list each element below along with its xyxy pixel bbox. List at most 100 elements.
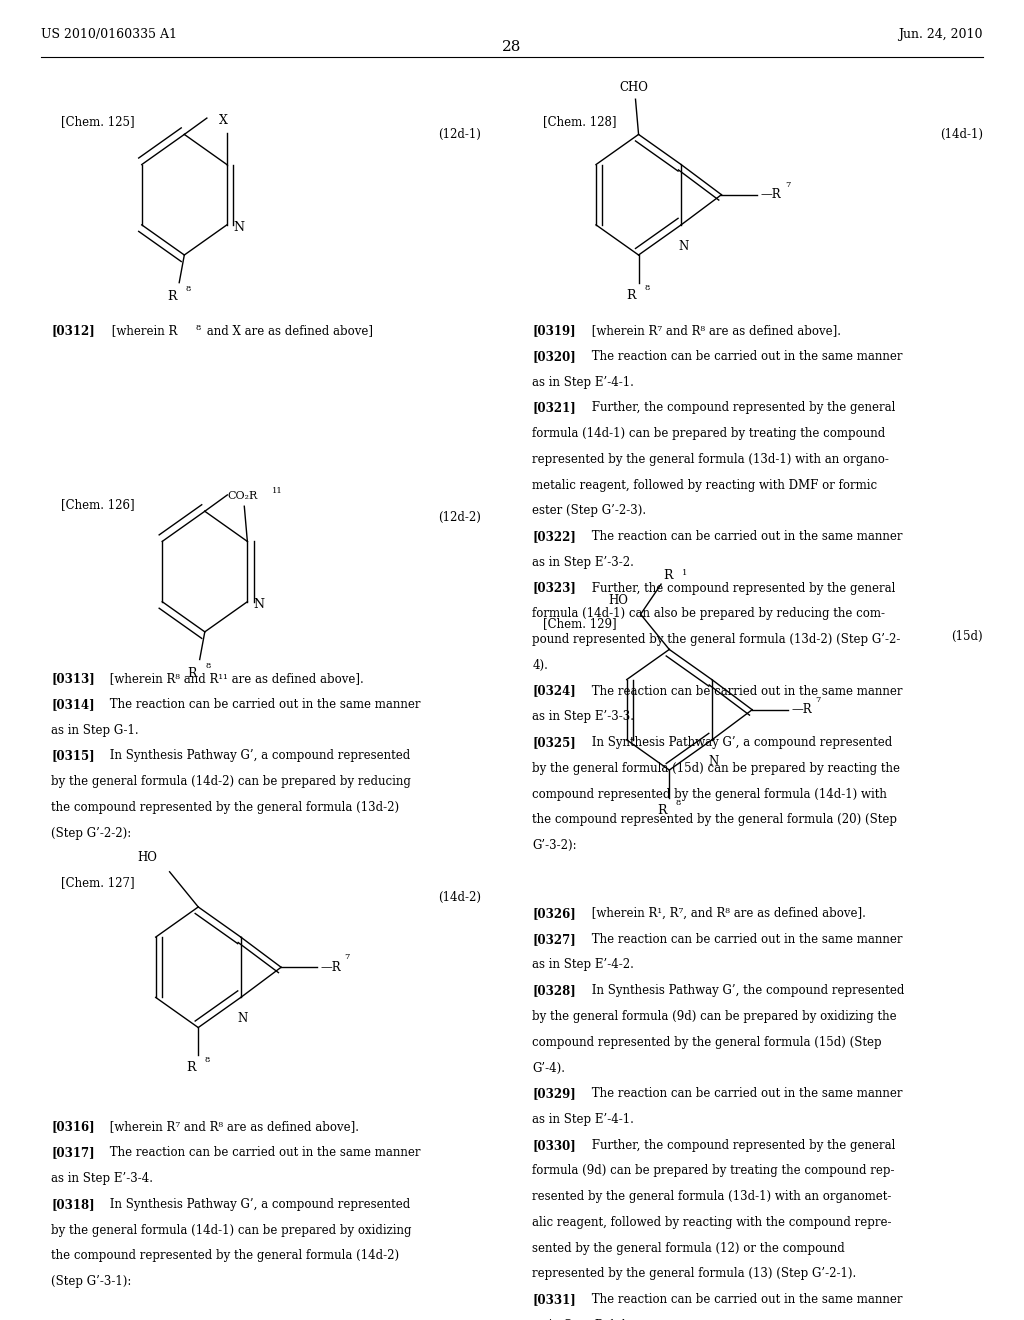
Text: [0322]: [0322] bbox=[532, 531, 577, 543]
Text: 8: 8 bbox=[185, 285, 190, 293]
Text: [0321]: [0321] bbox=[532, 401, 577, 414]
Text: [0319]: [0319] bbox=[532, 325, 577, 337]
Text: US 2010/0160335 A1: US 2010/0160335 A1 bbox=[41, 28, 177, 41]
Text: The reaction can be carried out in the same manner: The reaction can be carried out in the s… bbox=[588, 350, 902, 363]
Text: compound represented by the general formula (14d-1) with: compound represented by the general form… bbox=[532, 788, 888, 801]
Text: R: R bbox=[657, 804, 667, 817]
Text: and X are as defined above]: and X are as defined above] bbox=[203, 325, 373, 337]
Text: Further, the compound represented by the general: Further, the compound represented by the… bbox=[588, 582, 895, 594]
Text: G’-4).: G’-4). bbox=[532, 1061, 565, 1074]
Text: The reaction can be carried out in the same manner: The reaction can be carried out in the s… bbox=[588, 531, 902, 543]
Text: [wherein R: [wherein R bbox=[108, 325, 177, 337]
Text: [0312]: [0312] bbox=[51, 325, 95, 337]
Text: as in Step E’-3-4.: as in Step E’-3-4. bbox=[51, 1172, 154, 1185]
Text: CHO: CHO bbox=[620, 82, 648, 94]
Text: as in Step E’-3-3.: as in Step E’-3-3. bbox=[532, 710, 635, 723]
Text: [0326]: [0326] bbox=[532, 907, 577, 920]
Text: [0331]: [0331] bbox=[532, 1294, 577, 1307]
Text: —R: —R bbox=[761, 189, 781, 201]
Text: formula (14d-1) can be prepared by treating the compound: formula (14d-1) can be prepared by treat… bbox=[532, 428, 886, 440]
Text: [0329]: [0329] bbox=[532, 1088, 577, 1101]
Text: (15d): (15d) bbox=[951, 630, 983, 643]
Text: [wherein R⁸ and R¹¹ are as defined above].: [wherein R⁸ and R¹¹ are as defined above… bbox=[106, 672, 365, 685]
Text: [0330]: [0330] bbox=[532, 1139, 577, 1152]
Text: the compound represented by the general formula (20) (Step: the compound represented by the general … bbox=[532, 813, 897, 826]
Text: The reaction can be carried out in the same manner: The reaction can be carried out in the s… bbox=[588, 933, 902, 945]
Text: [wherein R⁷ and R⁸ are as defined above].: [wherein R⁷ and R⁸ are as defined above]… bbox=[588, 325, 841, 337]
Text: (14d-1): (14d-1) bbox=[940, 128, 983, 141]
Text: 8: 8 bbox=[676, 799, 681, 807]
Text: 8: 8 bbox=[206, 663, 211, 671]
Text: N: N bbox=[254, 598, 264, 611]
Text: Further, the compound represented by the general: Further, the compound represented by the… bbox=[588, 1139, 895, 1152]
Text: alic reagent, followed by reacting with the compound repre-: alic reagent, followed by reacting with … bbox=[532, 1216, 892, 1229]
Text: 8: 8 bbox=[645, 284, 650, 292]
Text: —R: —R bbox=[321, 961, 341, 974]
Text: 7: 7 bbox=[345, 953, 350, 961]
Text: [Chem. 125]: [Chem. 125] bbox=[61, 115, 135, 128]
Text: In Synthesis Pathway G’, the compound represented: In Synthesis Pathway G’, the compound re… bbox=[588, 985, 904, 997]
Text: Jun. 24, 2010: Jun. 24, 2010 bbox=[898, 28, 983, 41]
Text: as in Step E’-4-2.: as in Step E’-4-2. bbox=[532, 958, 634, 972]
Text: [Chem. 127]: [Chem. 127] bbox=[61, 876, 135, 890]
Text: [0314]: [0314] bbox=[51, 698, 95, 710]
Text: resented by the general formula (13d-1) with an organomet-: resented by the general formula (13d-1) … bbox=[532, 1191, 892, 1204]
Text: [0323]: [0323] bbox=[532, 582, 577, 594]
Text: (12d-1): (12d-1) bbox=[438, 128, 481, 141]
Text: formula (14d-1) can also be prepared by reducing the com-: formula (14d-1) can also be prepared by … bbox=[532, 607, 886, 620]
Text: In Synthesis Pathway G’, a compound represented: In Synthesis Pathway G’, a compound repr… bbox=[588, 737, 892, 750]
Text: represented by the general formula (13d-1) with an organo-: represented by the general formula (13d-… bbox=[532, 453, 890, 466]
Text: N: N bbox=[238, 1012, 248, 1026]
Text: 1: 1 bbox=[682, 569, 687, 577]
Text: 28: 28 bbox=[503, 40, 521, 54]
Text: [0327]: [0327] bbox=[532, 933, 577, 945]
Text: [0328]: [0328] bbox=[532, 985, 577, 997]
Text: R: R bbox=[167, 290, 177, 304]
Text: [Chem. 129]: [Chem. 129] bbox=[543, 618, 616, 631]
Text: by the general formula (15d) can be prepared by reacting the: by the general formula (15d) can be prep… bbox=[532, 762, 900, 775]
Text: R: R bbox=[187, 667, 198, 680]
Text: 4).: 4). bbox=[532, 659, 549, 672]
Text: as in Step E’-4-1.: as in Step E’-4-1. bbox=[532, 1113, 634, 1126]
Text: 7: 7 bbox=[785, 181, 791, 189]
Text: [Chem. 128]: [Chem. 128] bbox=[543, 115, 616, 128]
Text: [0318]: [0318] bbox=[51, 1197, 95, 1210]
Text: as in Step G-1.: as in Step G-1. bbox=[51, 723, 139, 737]
Text: [0316]: [0316] bbox=[51, 1121, 95, 1134]
Text: (14d-2): (14d-2) bbox=[438, 891, 481, 904]
Text: 11: 11 bbox=[272, 487, 283, 495]
Text: [0324]: [0324] bbox=[532, 685, 577, 697]
Text: Further, the compound represented by the general: Further, the compound represented by the… bbox=[588, 401, 895, 414]
Text: as in Step E’-3-2.: as in Step E’-3-2. bbox=[532, 556, 634, 569]
Text: as in Step E’-4-1.: as in Step E’-4-1. bbox=[532, 376, 634, 388]
Text: The reaction can be carried out in the same manner: The reaction can be carried out in the s… bbox=[588, 685, 902, 697]
Text: CO₂R: CO₂R bbox=[227, 491, 257, 502]
Text: [0317]: [0317] bbox=[51, 1146, 95, 1159]
Text: [0315]: [0315] bbox=[51, 750, 95, 763]
Text: N: N bbox=[709, 755, 719, 768]
Text: R: R bbox=[664, 569, 673, 582]
Text: R: R bbox=[627, 289, 636, 302]
Text: HO: HO bbox=[137, 851, 158, 865]
Text: In Synthesis Pathway G’, a compound represented: In Synthesis Pathway G’, a compound repr… bbox=[106, 1197, 411, 1210]
Text: [0320]: [0320] bbox=[532, 350, 577, 363]
Text: HO: HO bbox=[608, 594, 629, 607]
Text: G’-3-2):: G’-3-2): bbox=[532, 840, 578, 853]
Text: The reaction can be carried out in the same manner: The reaction can be carried out in the s… bbox=[106, 1146, 421, 1159]
Text: N: N bbox=[678, 240, 688, 253]
Text: represented by the general formula (13) (Step G’-2-1).: represented by the general formula (13) … bbox=[532, 1267, 857, 1280]
Text: The reaction can be carried out in the same manner: The reaction can be carried out in the s… bbox=[588, 1088, 902, 1101]
Text: X: X bbox=[219, 114, 228, 127]
Text: 8: 8 bbox=[196, 325, 201, 333]
Text: 7: 7 bbox=[816, 696, 821, 704]
Text: [0325]: [0325] bbox=[532, 737, 577, 750]
Text: ester (Step G’-2-3).: ester (Step G’-2-3). bbox=[532, 504, 646, 517]
Text: R: R bbox=[186, 1061, 196, 1074]
Text: formula (9d) can be prepared by treating the compound rep-: formula (9d) can be prepared by treating… bbox=[532, 1164, 895, 1177]
Text: [0313]: [0313] bbox=[51, 672, 95, 685]
Text: 8: 8 bbox=[205, 1056, 210, 1064]
Text: —R: —R bbox=[792, 704, 812, 717]
Text: (Step G’-2-2):: (Step G’-2-2): bbox=[51, 826, 131, 840]
Text: by the general formula (14d-1) can be prepared by oxidizing: by the general formula (14d-1) can be pr… bbox=[51, 1224, 412, 1237]
Text: N: N bbox=[233, 220, 244, 234]
